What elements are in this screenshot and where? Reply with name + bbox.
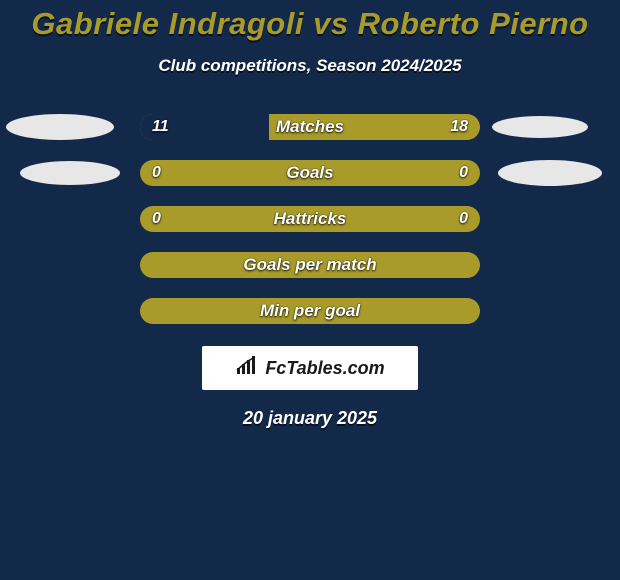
- stat-value-left: 0: [152, 210, 161, 228]
- stat-value-right: 18: [450, 118, 468, 136]
- left-player-marker: [20, 161, 120, 185]
- stat-label: Goals per match: [243, 255, 376, 275]
- stat-label: Min per goal: [260, 301, 360, 321]
- right-player-marker: [498, 160, 602, 186]
- left-player-marker: [6, 114, 114, 140]
- bar-chart-icon: [235, 356, 259, 381]
- source-badge: FcTables.com: [202, 346, 418, 390]
- stat-row: Goals per match: [0, 252, 620, 278]
- comparison-infographic: Gabriele Indragoli vs Roberto Pierno Clu…: [0, 0, 620, 580]
- stat-bar: Matches 11 18: [140, 114, 480, 140]
- stat-bar: Goals per match: [140, 252, 480, 278]
- date-text: 20 january 2025: [0, 408, 620, 429]
- right-player-marker: [492, 116, 588, 138]
- stat-value-left: 0: [152, 164, 161, 182]
- stat-bar: Min per goal: [140, 298, 480, 324]
- stat-value-right: 0: [459, 164, 468, 182]
- stat-row: Goals 0 0: [0, 160, 620, 186]
- stat-label: Hattricks: [274, 209, 347, 229]
- stat-label: Matches: [276, 117, 344, 137]
- stat-row: Hattricks 0 0: [0, 206, 620, 232]
- stat-rows: Matches 11 18 Goals 0 0 Hattricks 0 0 Goals per m…: [0, 114, 620, 324]
- stat-row: Min per goal: [0, 298, 620, 324]
- stat-row: Matches 11 18: [0, 114, 620, 140]
- subtitle: Club competitions, Season 2024/2025: [0, 56, 620, 76]
- stat-bar: Goals 0 0: [140, 160, 480, 186]
- page-title: Gabriele Indragoli vs Roberto Pierno: [0, 0, 620, 42]
- stat-label: Goals: [286, 163, 333, 183]
- source-badge-text: FcTables.com: [265, 358, 384, 379]
- stat-bar: Hattricks 0 0: [140, 206, 480, 232]
- stat-value-left: 11: [152, 118, 169, 136]
- stat-value-right: 0: [459, 210, 468, 228]
